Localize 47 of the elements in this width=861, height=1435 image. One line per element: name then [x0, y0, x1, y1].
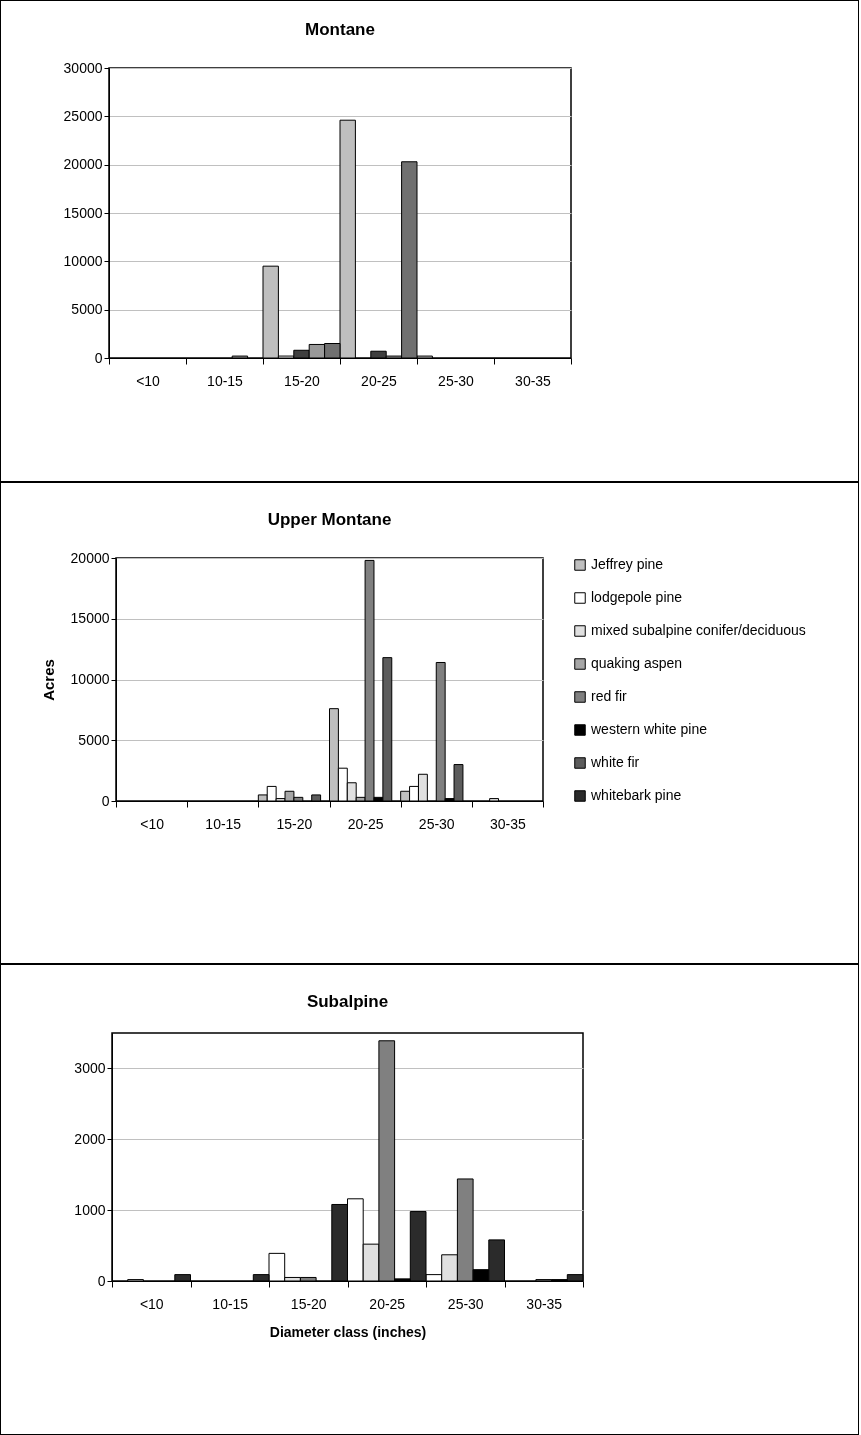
x-axis-title: Diameter class (inches): [269, 1323, 427, 1340]
y-tick-label: 0: [94, 349, 103, 366]
y-tick-label: 1000: [74, 1201, 106, 1218]
x-tick-label: <10: [136, 372, 161, 389]
chart-title: Upper Montane: [267, 510, 392, 529]
x-tick-label: 25-30: [418, 815, 455, 832]
legend-label: red fir: [591, 688, 628, 704]
x-tick-label: 30-35: [490, 815, 527, 832]
y-tick-label: 0: [101, 792, 110, 809]
y-tick-label: 3000: [74, 1059, 106, 1076]
y-tick-label: 10000: [70, 671, 110, 687]
y-tick-label: 10000: [63, 252, 103, 269]
x-tick-label: 15-20: [290, 1295, 327, 1312]
x-tick-label: <10: [140, 815, 165, 832]
y-tick-label: 20000: [63, 156, 103, 173]
x-tick-label: 30-35: [515, 372, 552, 389]
x-tick-label: <10: [139, 1295, 164, 1312]
x-tick-label: 30-35: [526, 1295, 563, 1312]
y-tick-label: 15000: [63, 204, 103, 221]
x-tick-label: 10-15: [212, 1295, 249, 1312]
x-tick-label: 15-20: [284, 372, 321, 389]
x-tick-label: 15-20: [276, 815, 313, 832]
x-tick-label: 20-25: [347, 815, 384, 832]
legend-label: mixed subalpine conifer/deciduous: [591, 622, 806, 638]
y-tick-label: 0: [97, 1272, 106, 1289]
legend-label: whitebark pine: [590, 787, 682, 803]
chart-title: Subalpine: [306, 992, 389, 1011]
legend-label: lodgepole pine: [591, 589, 683, 605]
x-tick-label: 10-15: [205, 815, 242, 832]
y-tick-label: 20000: [70, 549, 110, 566]
y-tick-label: 5000: [71, 301, 103, 318]
y-axis-title: Acres: [39, 659, 57, 701]
chart-title: Montane: [305, 20, 375, 39]
legend-label: western white pine: [590, 721, 708, 737]
x-tick-label: 25-30: [447, 1295, 484, 1312]
x-tick-label: 10-15: [207, 372, 244, 389]
y-tick-label: 30000: [63, 59, 103, 76]
legend-label: Jeffrey pine: [591, 556, 664, 572]
y-tick-label: 15000: [70, 610, 110, 627]
legend-label: white fir: [590, 754, 640, 770]
x-tick-label: 20-25: [369, 1295, 406, 1312]
y-tick-label: 5000: [78, 731, 110, 748]
x-tick-label: 20-25: [361, 372, 398, 389]
y-tick-label: 2000: [74, 1130, 106, 1147]
legend-label: quaking aspen: [591, 655, 683, 671]
y-tick-label: 25000: [63, 107, 103, 124]
x-tick-label: 25-30: [438, 372, 475, 389]
